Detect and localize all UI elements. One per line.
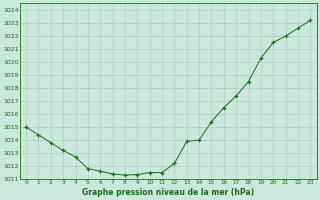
X-axis label: Graphe pression niveau de la mer (hPa): Graphe pression niveau de la mer (hPa) xyxy=(82,188,254,197)
